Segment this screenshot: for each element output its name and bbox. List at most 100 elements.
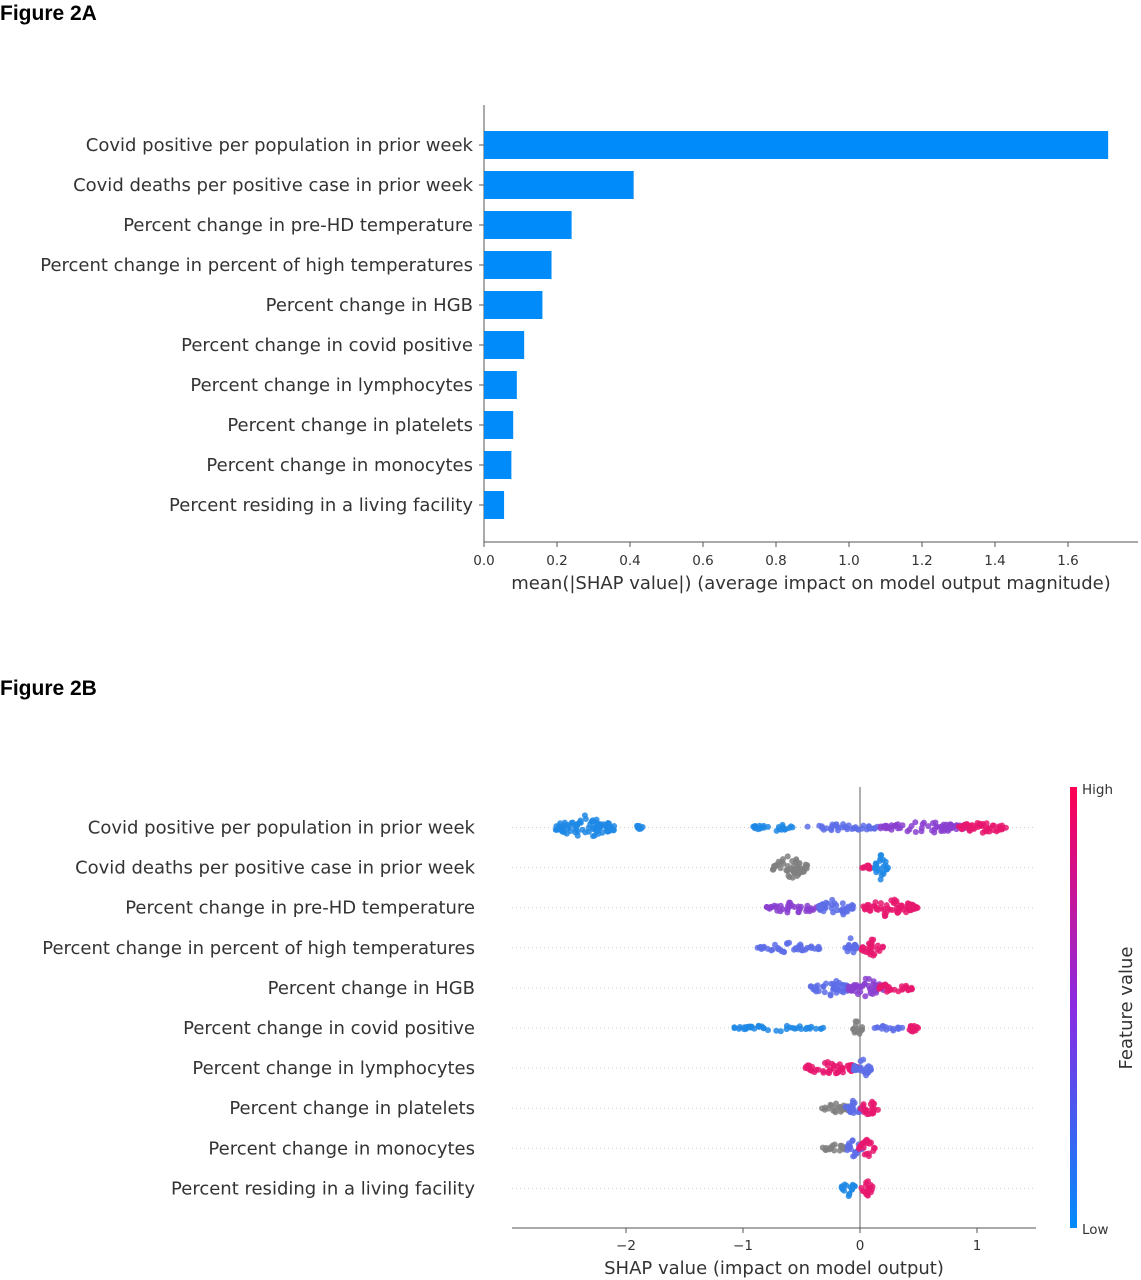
shap-dot	[860, 822, 867, 829]
shap-dot	[604, 825, 611, 832]
shap-dot	[760, 1025, 767, 1032]
shap-dot	[888, 822, 895, 829]
shap-dot	[929, 820, 936, 827]
shap-dot	[755, 826, 761, 833]
shap-dot	[585, 828, 592, 835]
shap-dot	[862, 993, 869, 1000]
shap-dot	[931, 829, 938, 836]
shap-dot	[795, 861, 802, 868]
shap-dot	[851, 982, 858, 988]
shap-dot	[866, 1140, 873, 1147]
x-tick-label: 1.0	[838, 553, 859, 569]
category-label: Percent change in HGB	[268, 978, 475, 999]
shap-dot	[908, 823, 915, 829]
shap-dot	[985, 825, 992, 832]
colorbar-low-label: Low	[1082, 1222, 1109, 1238]
shap-dot	[895, 825, 901, 832]
shap-dot	[784, 940, 791, 947]
shap-dot	[852, 941, 859, 948]
shap-dot	[990, 827, 997, 834]
shap-dot	[947, 821, 954, 828]
shap-dot	[827, 991, 834, 998]
x-tick-label: 1	[973, 1238, 982, 1254]
category-label: Percent change in monocytes	[206, 455, 473, 476]
shap-dot	[735, 1025, 742, 1032]
x-tick-label: 0.0	[473, 553, 494, 569]
shap-dot	[874, 946, 881, 953]
shap-dot	[933, 823, 940, 830]
shap-dot	[850, 1101, 857, 1108]
bar	[484, 211, 572, 239]
shap-dot	[883, 983, 890, 989]
shap-dot	[959, 822, 966, 829]
shap-dot	[869, 1110, 876, 1117]
shap-dot	[812, 983, 819, 990]
category-label: Percent change in covid positive	[183, 1018, 475, 1039]
shap-dot	[836, 1147, 843, 1154]
shap-dot	[860, 1101, 867, 1108]
shap-dot	[852, 1022, 859, 1029]
shap-dot	[883, 866, 890, 873]
shap-dot	[837, 1142, 844, 1149]
colorbar-high-label: High	[1082, 782, 1113, 798]
shap-dot	[765, 823, 771, 830]
shap-dot	[799, 947, 806, 954]
shap-dot	[772, 904, 779, 911]
shap-dot	[839, 1066, 846, 1073]
shap-dot	[599, 829, 606, 836]
shap-dot	[775, 858, 782, 865]
shap-dot	[773, 1027, 780, 1034]
shap-dot	[867, 1064, 874, 1071]
shap-dot	[610, 827, 617, 834]
shap-dot	[808, 945, 815, 951]
colorbar-title: Feature value	[1116, 947, 1137, 1070]
shap-dot	[870, 1148, 877, 1154]
shap-dot	[804, 902, 811, 909]
shap-dot	[855, 991, 861, 998]
shap-dot	[820, 1068, 827, 1074]
shap-dot	[574, 832, 581, 839]
shap-dot	[899, 822, 906, 829]
shap-dot	[832, 822, 839, 829]
shap-dot	[785, 872, 792, 879]
shap-dot	[838, 1184, 845, 1191]
shap-dot	[862, 1108, 869, 1114]
shap-dot	[943, 826, 950, 833]
shap-dot	[882, 1024, 889, 1031]
x-axis-label: SHAP value (impact on model output)	[604, 1258, 944, 1279]
shap-dot	[867, 986, 874, 993]
shap-dot	[912, 1027, 919, 1034]
shap-dot	[850, 1107, 856, 1114]
category-label: Percent change in pre-HD temperature	[123, 215, 473, 236]
shap-dot	[573, 826, 580, 833]
shap-dot	[856, 1030, 863, 1037]
shap-dot	[991, 822, 997, 829]
shap-dot	[847, 935, 854, 942]
shap-dot	[845, 822, 852, 829]
shap-dot	[866, 865, 873, 872]
category-label: Percent change in lymphocytes	[192, 1058, 475, 1079]
x-tick-label: −1	[733, 1238, 753, 1254]
category-label: Percent residing in a living facility	[169, 495, 473, 516]
shap-dot	[731, 1024, 738, 1031]
shap-dot	[866, 949, 872, 956]
shap-dot	[848, 986, 855, 993]
shap-dot	[849, 1138, 856, 1145]
shap-dot	[789, 1024, 796, 1031]
figure-2b-title: Figure 2B	[0, 677, 97, 700]
shap-dot	[764, 945, 771, 952]
shap-dot	[763, 903, 770, 910]
shap-dot	[820, 1024, 827, 1031]
x-axis-label: mean(|SHAP value|) (average impact on mo…	[511, 573, 1110, 594]
shap-dot	[864, 901, 871, 908]
shap-dot	[877, 900, 884, 907]
shap-dot	[833, 902, 840, 909]
x-tick-label: 1.2	[911, 553, 932, 569]
shap-dot	[797, 941, 804, 948]
bar	[484, 291, 543, 319]
shap-dot	[874, 1024, 881, 1031]
shap-dot	[815, 988, 822, 995]
shap-dot	[828, 1060, 835, 1067]
shap-dot	[861, 980, 868, 987]
shap-dot	[859, 1024, 866, 1031]
